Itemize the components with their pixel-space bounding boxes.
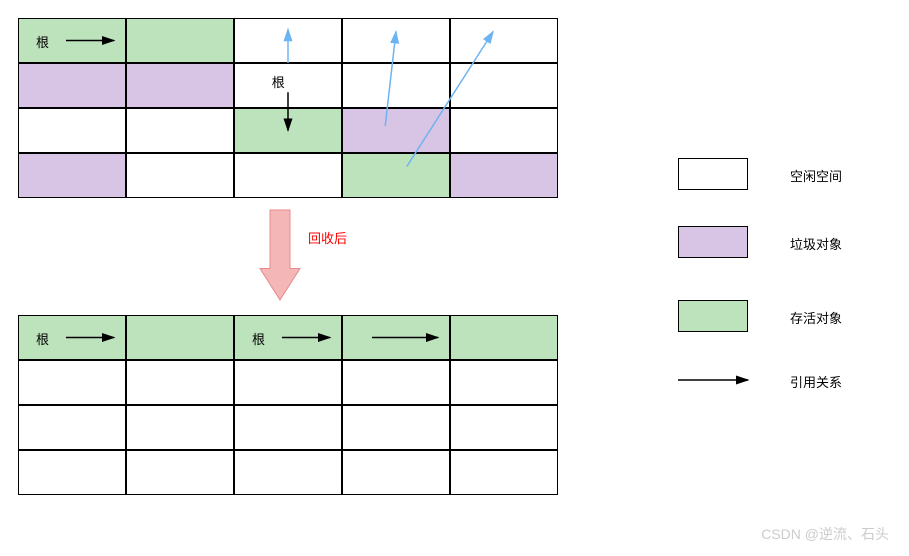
- grid-cell: [450, 405, 558, 450]
- legend-arrow-label: 引用关系: [790, 372, 842, 391]
- grid-cell: [342, 18, 450, 63]
- grid-cell: [450, 63, 558, 108]
- grid-cell: [342, 108, 450, 153]
- grid-cell: [126, 108, 234, 153]
- legend-label: 存活对象: [790, 308, 842, 327]
- grid-cell: [234, 405, 342, 450]
- grid-cell: [342, 360, 450, 405]
- watermark: CSDN @逆流、石头: [761, 524, 889, 544]
- bottom-grid: [18, 315, 558, 495]
- grid-cell: [18, 450, 126, 495]
- grid-cell: [126, 405, 234, 450]
- grid-cell: [18, 108, 126, 153]
- top-grid: [18, 18, 558, 198]
- grid-cell: [126, 153, 234, 198]
- grid-cell: [342, 450, 450, 495]
- grid-cell: [234, 450, 342, 495]
- grid-cell: [342, 63, 450, 108]
- grid-cell: [18, 405, 126, 450]
- grid-cell: [450, 360, 558, 405]
- grid-cell: [126, 18, 234, 63]
- grid-cell: [234, 18, 342, 63]
- grid-cell: [450, 153, 558, 198]
- legend-label: 空闲空间: [790, 166, 842, 185]
- recycle-label: 回收后: [308, 228, 347, 247]
- grid-cell: [234, 63, 342, 108]
- legend-swatch: [678, 300, 748, 332]
- legend-label: 垃圾对象: [790, 234, 842, 253]
- grid-cell: [234, 315, 342, 360]
- grid-cell: [126, 63, 234, 108]
- grid-cell: [18, 153, 126, 198]
- legend-swatch: [678, 158, 748, 190]
- grid-cell: [18, 315, 126, 360]
- grid-cell: [450, 450, 558, 495]
- grid-cell: [450, 108, 558, 153]
- grid-cell: [126, 360, 234, 405]
- grid-cell: [18, 360, 126, 405]
- grid-cell: [234, 153, 342, 198]
- grid-cell: [450, 18, 558, 63]
- root-label: 根: [272, 72, 285, 91]
- legend-swatch: [678, 226, 748, 258]
- grid-cell: [342, 405, 450, 450]
- grid-cell: [342, 153, 450, 198]
- grid-cell: [126, 450, 234, 495]
- root-label: 根: [36, 329, 49, 348]
- grid-cell: [342, 315, 450, 360]
- grid-cell: [18, 63, 126, 108]
- root-label: 根: [252, 329, 265, 348]
- grid-cell: [450, 315, 558, 360]
- grid-cell: [234, 360, 342, 405]
- grid-cell: [126, 315, 234, 360]
- grid-cell: [234, 108, 342, 153]
- root-label: 根: [36, 32, 49, 51]
- grid-cell: [18, 18, 126, 63]
